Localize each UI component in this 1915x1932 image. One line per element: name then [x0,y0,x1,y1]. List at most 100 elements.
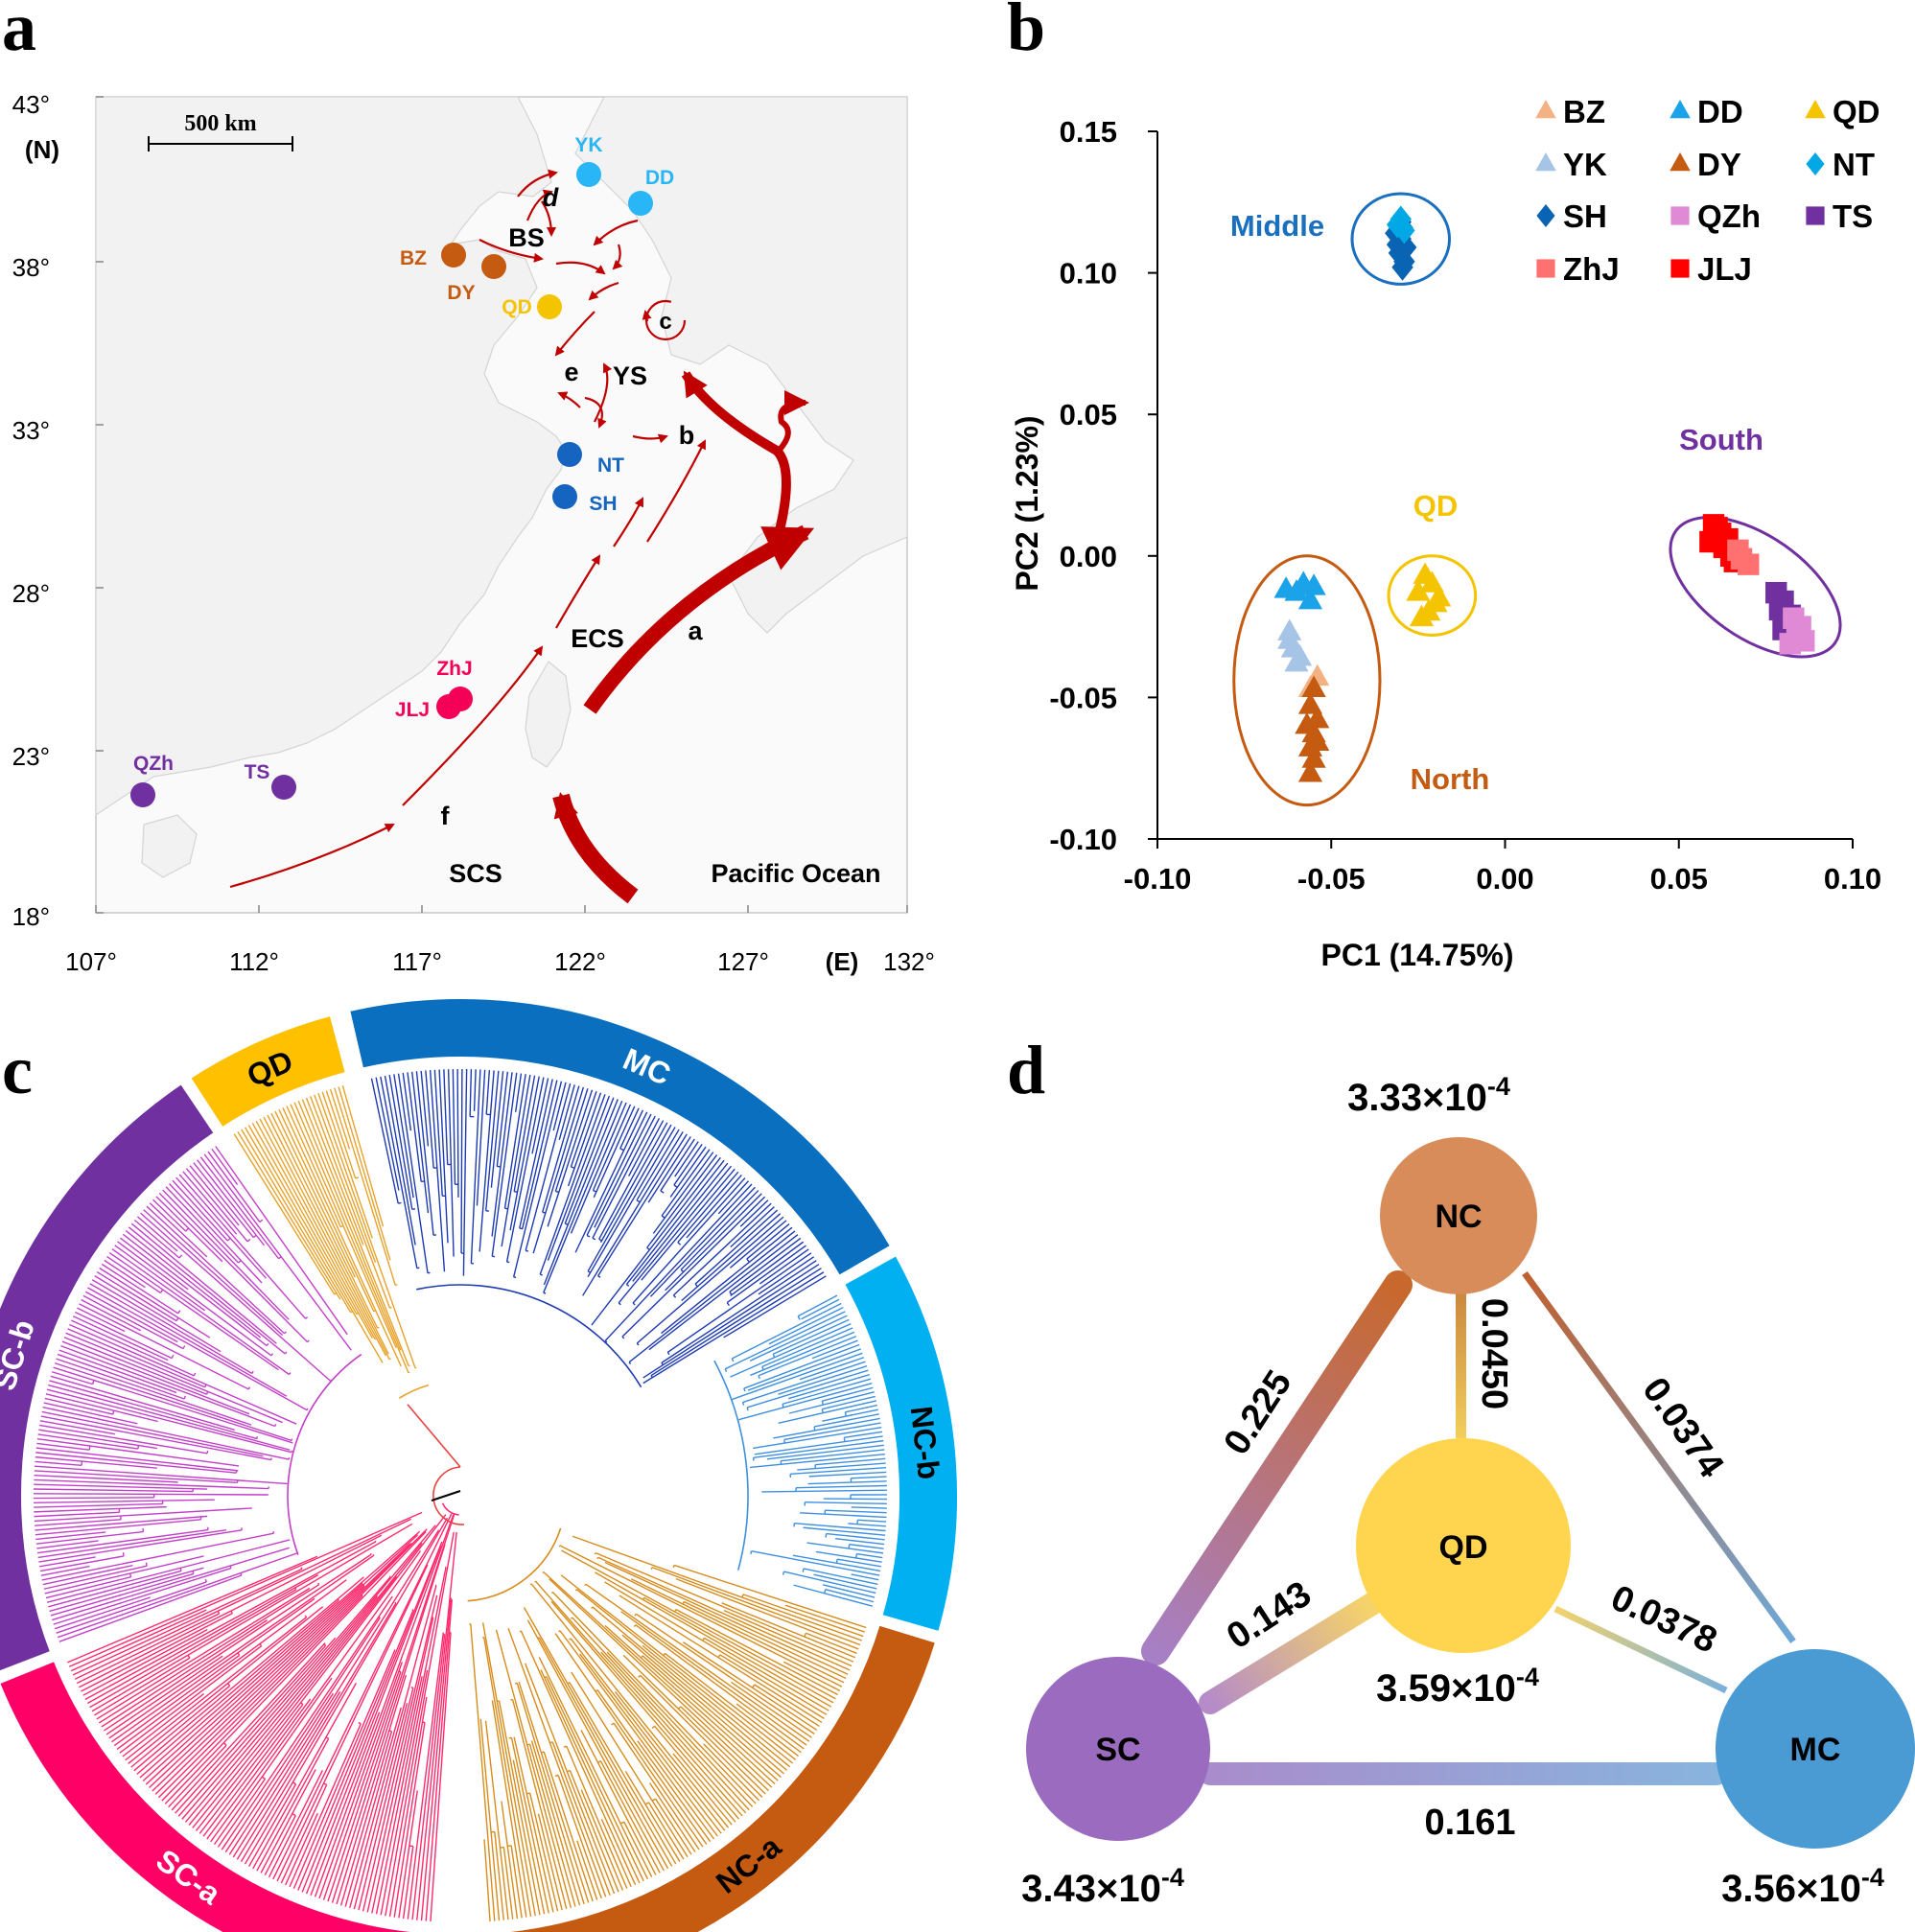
clade-band-mc [345,995,896,1280]
tree-branch [736,1703,802,1754]
tree-branch [618,1165,733,1304]
tree-branch [681,1213,782,1302]
tree-node-arc [513,1276,517,1279]
current-ys-west [588,281,619,301]
tree-branch [267,1114,389,1355]
tree-branch [133,1219,180,1259]
tree-branch [680,1190,759,1270]
tree-branch [318,1662,403,1899]
tree-branch [677,1171,739,1244]
tree-branch [724,1311,846,1370]
tree-node-arc [247,1386,251,1390]
tree-branch [600,1651,747,1814]
tree-branch [54,1362,292,1442]
tree-branch [63,1337,207,1395]
tree-node-arc [672,1294,677,1298]
legend-label-bz: BZ [1563,94,1605,129]
pca-x-tick-label: -0.05 [1297,862,1366,896]
tree-branch [43,1565,148,1590]
node-qd-label: QD [1439,1529,1488,1566]
tree-branch [429,1070,446,1272]
tree-branch [837,1558,881,1568]
edge-label-nc-qd: 0.0450 [1474,1298,1514,1409]
tree-branch [805,1501,887,1505]
tree-branch [309,1096,391,1309]
tree-branch [729,1237,802,1292]
tree-branch [495,1629,572,1908]
tree-branch [45,1393,158,1423]
tree-backbone [398,1384,430,1399]
tree-branch [119,1237,189,1291]
tree-node-arc [596,1557,599,1560]
pca-ellipse-middle [1350,192,1451,286]
tree-branch [655,1798,692,1855]
tree-branch [800,1512,887,1519]
tree-branch [510,1737,549,1914]
tree-branch [385,1532,455,1917]
tree-branch [572,1535,862,1641]
tree-branch [289,1723,362,1888]
tree-branch [675,1577,859,1650]
tree-branch [778,1400,876,1424]
tree-branch [46,1539,291,1603]
pca-point-dd [1301,573,1326,595]
node-sc-circle [1026,1657,1210,1841]
tree-branch [636,1129,680,1201]
map-region-labels: BS YS ECS SCS Pacific Ocean a b c d e f [441,183,881,888]
tree-branch [723,1609,852,1667]
tree-branch [585,1583,810,1742]
tree-branch [416,1531,457,1920]
pca-y-axis-label: PC2 (1.23%) [1010,415,1044,591]
tree-branch [592,1606,788,1771]
tree-node-arc [534,1580,537,1583]
tree-branch [71,1319,195,1377]
tree-branch [538,1637,669,1870]
tree-branch [53,1567,232,1625]
tree-branch [835,1538,885,1546]
tree-node-arc [677,1242,682,1245]
tree-branch [37,1528,227,1559]
tree-branch [552,1592,757,1804]
tree-branch [36,1442,90,1451]
tree-branch [790,1467,887,1475]
tree-branch [731,1352,863,1401]
pca-axes: -0.10 -0.05 0.00 0.05 0.10 0.15 0.10 0.05 0.00 -0… [1049,115,1881,896]
tree-branch [128,1606,324,1765]
tree-node-arc [731,1399,734,1403]
tree-branch [782,1661,841,1691]
tree-branch [375,1567,447,1915]
pca-y-tick-label: 0.05 [1060,398,1117,431]
tree-branch [366,1618,434,1913]
pca-point-yk [1277,627,1302,649]
tree-branch [45,1576,131,1599]
tree-branch [766,1444,884,1460]
tree-branch [125,1230,262,1338]
tree-node-arc [651,1725,656,1729]
site-qd-marker [537,294,562,319]
tree-branch [34,1488,194,1493]
tree-branch [547,1095,611,1261]
region-bs: BS [508,223,545,252]
tree-node-arc [377,1326,380,1329]
tree-branch [599,1122,668,1244]
tree-branch [96,1270,177,1322]
tree-node-arc [650,1567,653,1570]
node-qd: QD 3.59×10-4 [1356,1438,1571,1710]
site-dd-label: DD [645,167,674,189]
edge-nc-sc [1141,1270,1413,1665]
tree-branch [402,1072,412,1131]
node-mc-diversity: 3.56×10-4 [1721,1863,1884,1910]
tree-branch [182,1171,238,1235]
tree-branch [177,1637,337,1817]
tree-branch [34,1493,269,1496]
tree-branch [595,1571,832,1708]
panel-letter-c: c [2,1032,33,1108]
tree-branch [285,1812,318,1886]
tree-branch [263,1116,390,1360]
tree-branch [793,1584,874,1607]
tree-branch [761,1327,853,1368]
map-land-korea-japan [574,96,908,634]
tree-branch [256,1737,330,1872]
tree-branch [501,1801,519,1920]
